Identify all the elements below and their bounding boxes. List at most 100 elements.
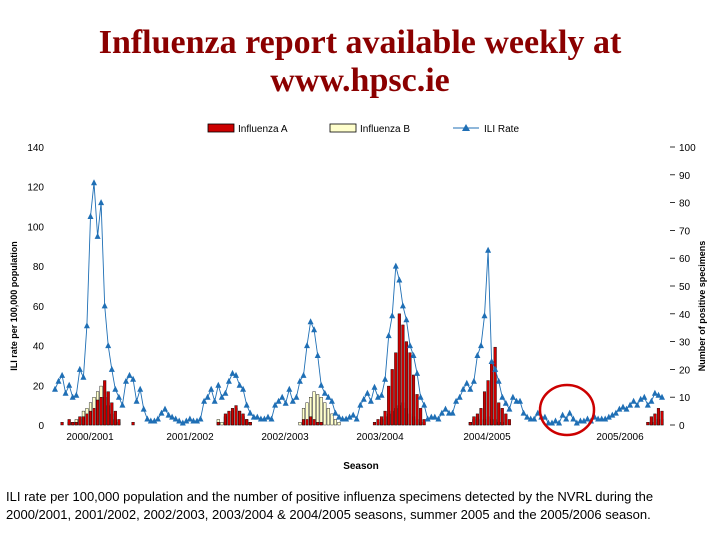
y-right-tick-label: 70	[679, 226, 691, 237]
ili-rate-point	[208, 385, 215, 392]
ili-rate-point	[634, 401, 641, 408]
season-label: 2001/2002	[166, 432, 214, 443]
ili-rate-point	[321, 389, 328, 396]
influenza-a-bar	[81, 416, 85, 426]
ili-rate-point	[609, 411, 616, 418]
y-right-tick-label: 80	[679, 199, 691, 210]
ili-rate-point	[488, 358, 495, 364]
y-left-tick-label: 60	[33, 302, 45, 313]
y-axis-right-title: Number of positive specimens	[697, 241, 707, 372]
ili-rate-point	[630, 397, 637, 404]
ili-rate-point	[314, 352, 321, 358]
influenza-a-bar	[248, 422, 252, 426]
ili-rate-point	[229, 369, 236, 376]
ili-rate-point	[438, 409, 445, 416]
ili-rate-point	[151, 417, 158, 424]
influenza-b-bar	[337, 422, 341, 426]
ili-rate-point	[179, 419, 186, 426]
ili-rate-point	[126, 371, 133, 378]
ili-rate-point	[573, 419, 580, 426]
ili-rate-point	[154, 415, 161, 422]
influenza-b-bar	[298, 422, 302, 426]
ili-rate-point	[421, 401, 428, 408]
ili-rate-point	[559, 411, 566, 418]
chart-legend: Influenza A Influenza B ILI Rate	[207, 123, 519, 135]
influenza-a-bar	[649, 416, 653, 426]
influenza-b-bar	[319, 397, 323, 426]
ili-rate-point	[460, 385, 467, 392]
ili-influenza-chart: Influenza A Influenza B ILI Rate ILI rat…	[9, 123, 707, 472]
influenza-a-bar	[475, 413, 479, 426]
ili-rate-point	[140, 405, 147, 412]
ili-rate-point	[385, 332, 392, 339]
ili-rate-point	[62, 389, 69, 396]
influenza-a-bar	[117, 419, 121, 426]
ili-rate-point	[144, 415, 151, 422]
legend-swatch-influenza-b	[329, 123, 357, 133]
influenza-a-bar	[404, 341, 408, 426]
ili-rate-point	[399, 302, 406, 309]
ili-rate-point	[492, 365, 499, 372]
ili-rate-point	[517, 397, 523, 404]
ili-rate-point	[286, 385, 293, 392]
influenza-a-bar	[309, 416, 313, 426]
ili-rate-point	[289, 397, 296, 404]
ili-rate-point	[225, 377, 232, 384]
ili-rate-point	[627, 401, 634, 408]
influenza-a-bar	[319, 422, 323, 426]
y-left-tick-label: 0	[38, 421, 44, 432]
ili-rate-point	[655, 391, 662, 398]
influenza-a-bar	[103, 380, 107, 426]
ili-rate-point	[172, 415, 179, 422]
ili-rate-point	[275, 397, 282, 404]
ili-rate-point	[435, 415, 442, 422]
influenza-a-bar	[415, 394, 419, 426]
ili-rate-point	[556, 419, 563, 426]
ili-rate-point	[293, 393, 300, 400]
ili-rate-point	[641, 393, 648, 400]
ili-rate-point	[417, 393, 424, 400]
influenza-a-bar	[96, 399, 100, 426]
influenza-a-bar	[468, 422, 472, 426]
ili-rate-point	[222, 389, 229, 396]
season-label: 2002/2003	[261, 432, 309, 443]
ili-rate-point	[59, 371, 66, 378]
influenza-a-bar	[216, 422, 220, 426]
ili-rate-point	[524, 413, 531, 420]
ili-rate-point	[456, 393, 463, 400]
season-label: 2003/2004	[356, 432, 404, 443]
ili-rate-point	[648, 397, 655, 404]
influenza-a-bar	[60, 422, 64, 426]
influenza-a-bar	[238, 410, 242, 426]
y-right-tick-label: 60	[679, 254, 691, 265]
ili-rate-point	[520, 409, 527, 416]
influenza-a-bar	[99, 397, 103, 426]
ili-rate-point	[307, 318, 314, 325]
ili-rate-point	[94, 232, 101, 239]
ili-rate-point	[272, 401, 279, 408]
ili-rate-point	[353, 415, 360, 422]
ili-rate-point	[265, 413, 271, 420]
ili-rate-point	[83, 322, 90, 329]
ili-rate-point	[371, 383, 378, 390]
influenza-a-bar	[316, 422, 320, 426]
ili-rate-point	[336, 413, 342, 420]
ili-rate-point	[620, 403, 626, 410]
ili-rate-point	[502, 399, 509, 406]
influenza-a-bar	[387, 385, 391, 426]
ili-rate-point	[201, 397, 208, 404]
ili-rate-point	[637, 395, 644, 402]
ili-rate-point	[584, 415, 591, 422]
ili-rate-point	[261, 415, 268, 422]
ili-rate-point	[197, 415, 204, 422]
y-right-tick-label: 20	[679, 365, 691, 376]
ili-rate-point	[375, 393, 381, 400]
ili-rate-point	[367, 397, 374, 404]
ili-rate-point	[169, 413, 176, 420]
ili-rate-point	[311, 326, 318, 333]
influenza-a-bar	[223, 413, 227, 426]
influenza-a-bar	[390, 369, 394, 426]
influenza-a-bar	[401, 324, 405, 426]
ili-rate-point	[549, 419, 555, 426]
ili-rate-point	[414, 369, 421, 376]
